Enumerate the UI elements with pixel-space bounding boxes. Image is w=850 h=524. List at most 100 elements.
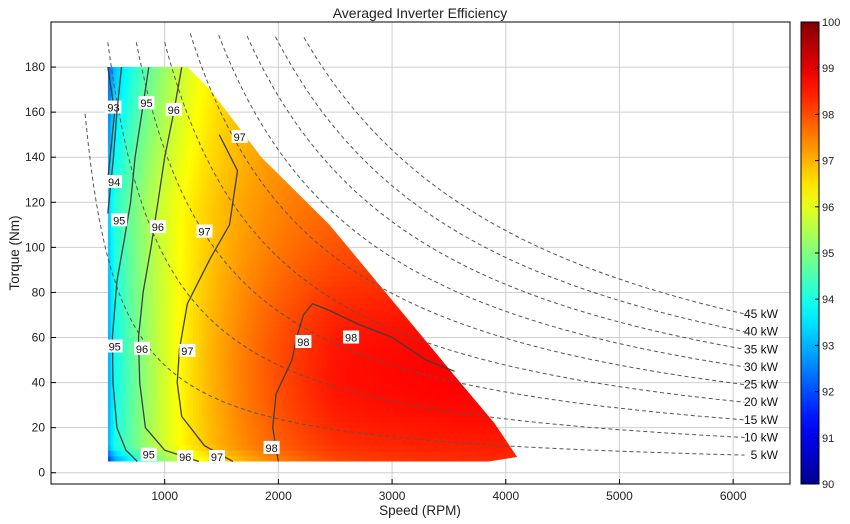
heatmap-cell [147, 399, 152, 406]
heatmap-cell [173, 78, 177, 85]
heatmap-cell [241, 405, 245, 412]
heatmap-cell [139, 224, 143, 232]
heatmap-cell [184, 264, 189, 271]
heatmap-cell [230, 314, 234, 322]
heatmap-cell [167, 275, 171, 282]
heatmap-cell [207, 303, 211, 310]
heatmap-cell [173, 219, 177, 226]
heatmap-cell [241, 168, 245, 175]
heatmap-cell [136, 151, 140, 158]
heatmap-cell [261, 95, 265, 102]
heatmap-cell [215, 422, 220, 429]
heatmap-cell [232, 213, 237, 220]
heatmap-cell [232, 348, 237, 356]
heatmap-cell [127, 191, 132, 198]
heatmap-cell [167, 360, 171, 367]
heatmap-cell [269, 393, 274, 401]
heatmap-cell [133, 444, 137, 451]
heatmap-cell [207, 106, 211, 113]
heatmap-cell [181, 292, 186, 299]
heatmap-cell [267, 376, 271, 384]
heatmap-cell [215, 179, 220, 186]
heatmap-cell [113, 112, 117, 119]
heatmap-cell [249, 219, 254, 226]
heatmap-cell [238, 416, 243, 423]
heatmap-cell [258, 78, 262, 85]
heatmap-cell [119, 416, 123, 423]
heatmap-cell [201, 95, 206, 102]
heatmap-cell [195, 185, 200, 192]
heatmap-cell [258, 140, 262, 147]
heatmap-cell [232, 168, 237, 175]
heatmap-cell [207, 298, 211, 305]
heatmap-cell [255, 331, 260, 339]
heatmap-cell [269, 309, 274, 316]
heatmap-cell [238, 326, 243, 333]
heatmap-cell [255, 275, 260, 282]
heatmap-cell [221, 145, 225, 153]
heatmap-cell [184, 185, 189, 192]
heatmap-cell [235, 230, 240, 237]
heatmap-cell [238, 72, 243, 79]
heatmap-cell [153, 83, 157, 91]
heatmap-cell [156, 145, 160, 153]
heatmap-cell [292, 185, 297, 192]
heatmap-cell [110, 309, 115, 316]
heatmap-cell [178, 162, 183, 170]
heatmap-cell [227, 438, 231, 446]
heatmap-cell [235, 123, 240, 130]
heatmap-cell [198, 388, 203, 395]
heatmap-cell [210, 179, 214, 186]
heatmap-cell [241, 354, 245, 361]
heatmap-cell [261, 129, 265, 136]
heatmap-cell [153, 112, 157, 119]
heatmap-cell [170, 162, 174, 170]
heatmap-cell [244, 422, 248, 429]
heatmap-cell [107, 207, 112, 215]
heatmap-cell [213, 292, 217, 299]
heatmap-cell [147, 168, 152, 175]
heatmap-cell [113, 393, 117, 401]
heatmap-cell [278, 129, 282, 136]
heatmap-cell [261, 213, 265, 220]
heatmap-cell [267, 371, 271, 378]
heatmap-cell [127, 343, 132, 350]
heatmap-cell [150, 444, 154, 451]
heatmap-cell [252, 365, 257, 372]
heatmap-cell [167, 83, 171, 91]
heatmap-cell [210, 213, 214, 220]
heatmap-cell [187, 185, 191, 192]
heatmap-cell [207, 162, 211, 170]
heatmap-cell [221, 207, 225, 215]
heatmap-cell [156, 376, 160, 384]
heatmap-cell [215, 202, 220, 209]
heatmap-cell [252, 145, 257, 153]
heatmap-cell [227, 157, 231, 164]
heatmap-cell [124, 450, 129, 457]
heatmap-cell [213, 410, 217, 417]
heatmap-cell [258, 405, 262, 412]
heatmap-cell [190, 207, 194, 215]
heatmap-cell [224, 393, 228, 401]
heatmap-cell [110, 416, 115, 423]
heatmap-cell [278, 213, 282, 220]
heatmap-cell [113, 326, 117, 333]
heatmap-cell [150, 67, 154, 74]
heatmap-cell [167, 213, 171, 220]
heatmap-cell [141, 179, 146, 186]
heatmap-cell [110, 157, 115, 164]
heatmap-cell [144, 191, 149, 198]
heatmap-cell [241, 326, 245, 333]
heatmap-cell [122, 281, 126, 288]
heatmap-cell [204, 258, 208, 265]
heatmap-cell [167, 196, 171, 203]
heatmap-cell [176, 67, 180, 68]
heatmap-cell [244, 348, 248, 356]
heatmap-cell [230, 309, 234, 316]
heatmap-cell [264, 399, 268, 406]
heatmap-cell [227, 399, 231, 406]
heatmap-cell [269, 427, 274, 434]
heatmap-cell [207, 286, 211, 294]
heatmap-cell [244, 236, 248, 243]
heatmap-cell [213, 264, 217, 271]
